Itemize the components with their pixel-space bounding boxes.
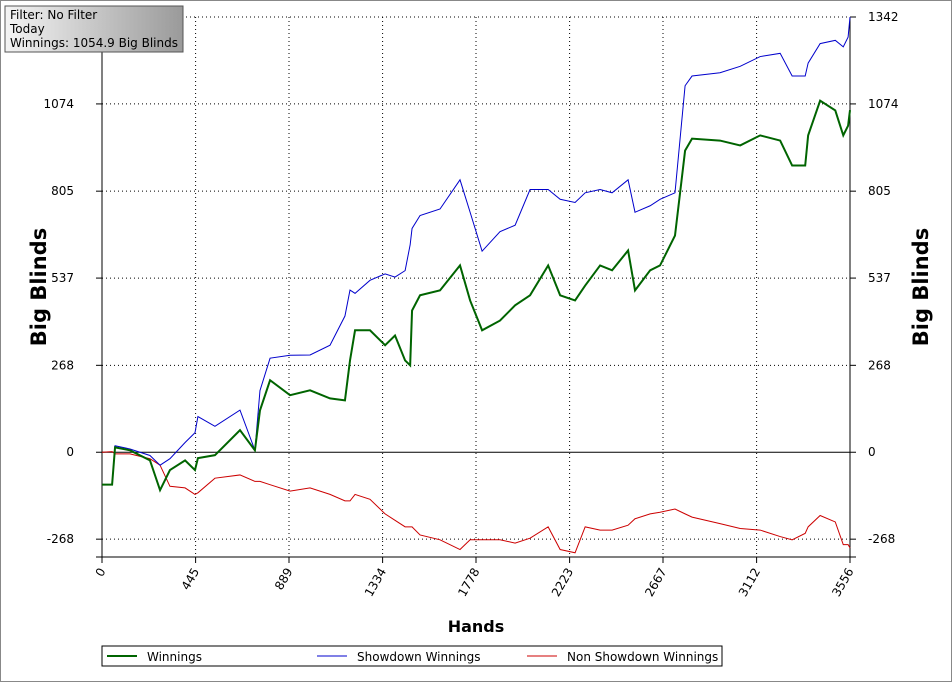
legend-label: Winnings	[147, 650, 202, 664]
legend	[101, 645, 723, 667]
series-line	[101, 451, 851, 554]
plot-area	[102, 17, 850, 557]
y2-tick-label: -268	[868, 532, 895, 546]
y-tick-label: 537	[51, 271, 74, 285]
y2-tick-label: 537	[868, 271, 891, 285]
legend-label: Showdown Winnings	[357, 650, 481, 664]
series-line	[102, 99, 851, 493]
info-box	[4, 5, 184, 53]
x-axis-title: Hands	[448, 617, 505, 636]
legend-label: Non Showdown Winnings	[567, 650, 718, 664]
y2-tick-label: 0	[868, 445, 876, 459]
info-line: Winnings: 1054.9 Big Blinds	[10, 36, 178, 50]
y2-axis-title: Big Blinds	[909, 228, 933, 346]
y-tick-label: 0	[66, 445, 74, 459]
y-tick-label: 268	[51, 358, 74, 372]
y-tick-label: 1074	[43, 97, 74, 111]
y-tick-label: 805	[51, 184, 74, 198]
y2-tick-label: 805	[868, 184, 891, 198]
info-line: Filter: No Filter	[10, 8, 97, 22]
y2-tick-label: 268	[868, 358, 891, 372]
series-line	[102, 16, 851, 486]
y-axis-title: Big Blinds	[27, 228, 51, 346]
y-tick-label: -268	[47, 532, 74, 546]
y2-tick-label: 1074	[868, 97, 899, 111]
y2-tick-label: 1342	[868, 10, 899, 24]
info-line: Today	[9, 22, 45, 36]
